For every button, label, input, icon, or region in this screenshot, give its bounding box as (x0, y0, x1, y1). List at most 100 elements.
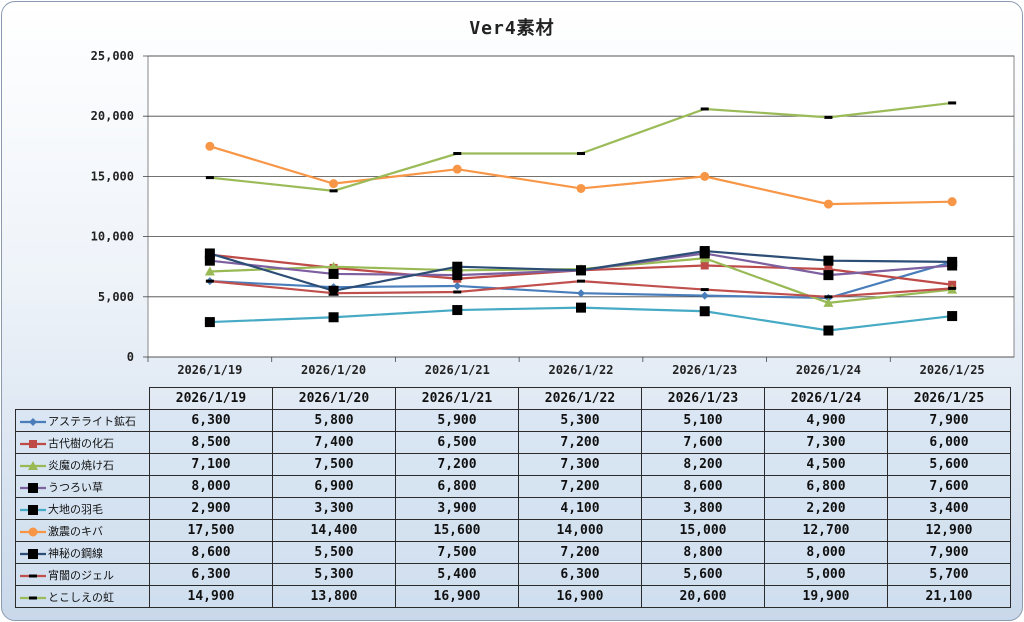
y-tick-label: 10,000 (91, 230, 134, 244)
table-cell: 6,300 (149, 409, 273, 432)
table-cell: 5,900 (395, 409, 519, 432)
table-cell: 8,200 (641, 453, 765, 476)
table-column-header: 2026/1/19 (149, 387, 273, 410)
table-cell: 14,900 (149, 585, 273, 608)
data-point (28, 504, 38, 515)
series-name: 宵闇のジェル (48, 568, 114, 582)
data-point (947, 311, 958, 322)
table-cell: 2,200 (764, 497, 888, 520)
data-point (700, 291, 709, 300)
table-cell: 7,600 (887, 475, 1011, 498)
table-cell: 8,000 (149, 475, 273, 498)
data-point (329, 291, 338, 295)
table-cell: 8,600 (641, 475, 765, 498)
table-cell: 5,400 (395, 563, 519, 586)
data-point (577, 279, 585, 283)
table-column-header: 2026/1/23 (641, 387, 765, 410)
series-name-cell: アステライト鉱石 (15, 409, 150, 432)
y-tick-label: 20,000 (91, 109, 134, 123)
data-point (823, 270, 834, 281)
table-cell: 4,500 (764, 453, 888, 476)
data-point (947, 197, 957, 207)
series-name-cell: 激震のキバ (15, 519, 150, 542)
table-cell: 3,400 (887, 497, 1011, 520)
series-name: アステライト鉱石 (48, 414, 136, 428)
legend-key-icon (20, 482, 46, 493)
table-cell: 13,800 (272, 585, 396, 608)
legend-key-icon (20, 527, 46, 536)
table-cell: 6,500 (395, 431, 519, 454)
data-point (29, 596, 37, 599)
data-point (452, 164, 462, 174)
table-cell: 7,900 (887, 409, 1011, 432)
table-column-header: 2026/1/22 (518, 387, 642, 410)
table-cell: 8,500 (149, 431, 273, 454)
table-cell: 4,900 (764, 409, 888, 432)
series-name: 炎魔の焼け石 (48, 458, 114, 472)
table-cell: 7,200 (518, 541, 642, 564)
data-point (823, 199, 833, 209)
y-tick-label: 25,000 (91, 49, 134, 63)
series-name: 神秘の鋼線 (48, 546, 103, 560)
series-name: とこしえの虹 (48, 590, 114, 604)
series-6 (205, 141, 957, 209)
y-tick-label: 0 (127, 350, 134, 364)
data-point (204, 255, 215, 266)
series-name-cell: 炎魔の焼け石 (15, 453, 150, 476)
data-point (205, 279, 214, 283)
table-cell: 5,500 (272, 541, 396, 564)
data-point (948, 286, 957, 290)
table-row: 激震のキバ 17,500 14,400 15,600 14,000 15,000 12,70… (15, 519, 1011, 542)
legend-key-icon (20, 460, 46, 470)
data-point (29, 574, 37, 577)
table-corner (15, 387, 150, 410)
legend-key-icon (20, 439, 46, 448)
table-cell: 21,100 (887, 585, 1011, 608)
table-cell: 20,600 (641, 585, 765, 608)
data-point (204, 317, 215, 328)
data-point (452, 261, 463, 272)
table-cell: 6,300 (149, 563, 273, 586)
table-cell: 12,900 (887, 519, 1011, 542)
table-cell: 7,500 (272, 453, 396, 476)
data-point (576, 302, 586, 313)
data-point (28, 482, 38, 493)
data-point (29, 417, 37, 426)
table-cell: 6,000 (887, 431, 1011, 454)
x-tick-label: 2026/1/19 (177, 363, 242, 377)
data-point (700, 261, 709, 270)
data-point (453, 290, 462, 294)
table-row: とこしえの虹 14,900 13,800 16,900 16,900 20,600 19,9… (15, 585, 1011, 608)
data-point (576, 265, 586, 276)
data-point (453, 152, 462, 156)
data-point (577, 289, 585, 298)
table-cell: 6,800 (764, 475, 888, 498)
data-point (28, 460, 38, 470)
series-name: 古代樹の化石 (48, 436, 114, 450)
table-cell: 5,600 (887, 453, 1011, 476)
table-cell: 16,900 (395, 585, 519, 608)
table-cell: 7,200 (518, 431, 642, 454)
table-cell: 7,100 (149, 453, 273, 476)
data-point (28, 548, 38, 559)
table-cell: 12,700 (764, 519, 888, 542)
table-cell: 7,200 (518, 475, 642, 498)
data-point (329, 179, 339, 189)
table-column-header: 2026/1/21 (395, 387, 519, 410)
series-7 (204, 246, 958, 296)
table-cell: 5,800 (272, 409, 396, 432)
legend-key-icon (20, 574, 46, 577)
data-point (205, 176, 214, 180)
x-tick-label: 2026/1/25 (920, 363, 985, 377)
table-cell: 17,500 (149, 519, 273, 542)
table-cell: 8,600 (149, 541, 273, 564)
table-cell: 7,200 (395, 453, 519, 476)
series-name-cell: とこしえの虹 (15, 585, 150, 608)
table-row: アステライト鉱石 6,300 5,800 5,900 5,300 5,100 4,900 7,… (15, 409, 1011, 432)
table-cell: 14,400 (272, 519, 396, 542)
table-row: うつろい草 8,000 6,900 6,800 7,200 8,600 6,800 7,600 (15, 475, 1011, 498)
table-cell: 14,000 (518, 519, 642, 542)
data-point (329, 189, 338, 193)
table-cell: 5,300 (518, 409, 642, 432)
